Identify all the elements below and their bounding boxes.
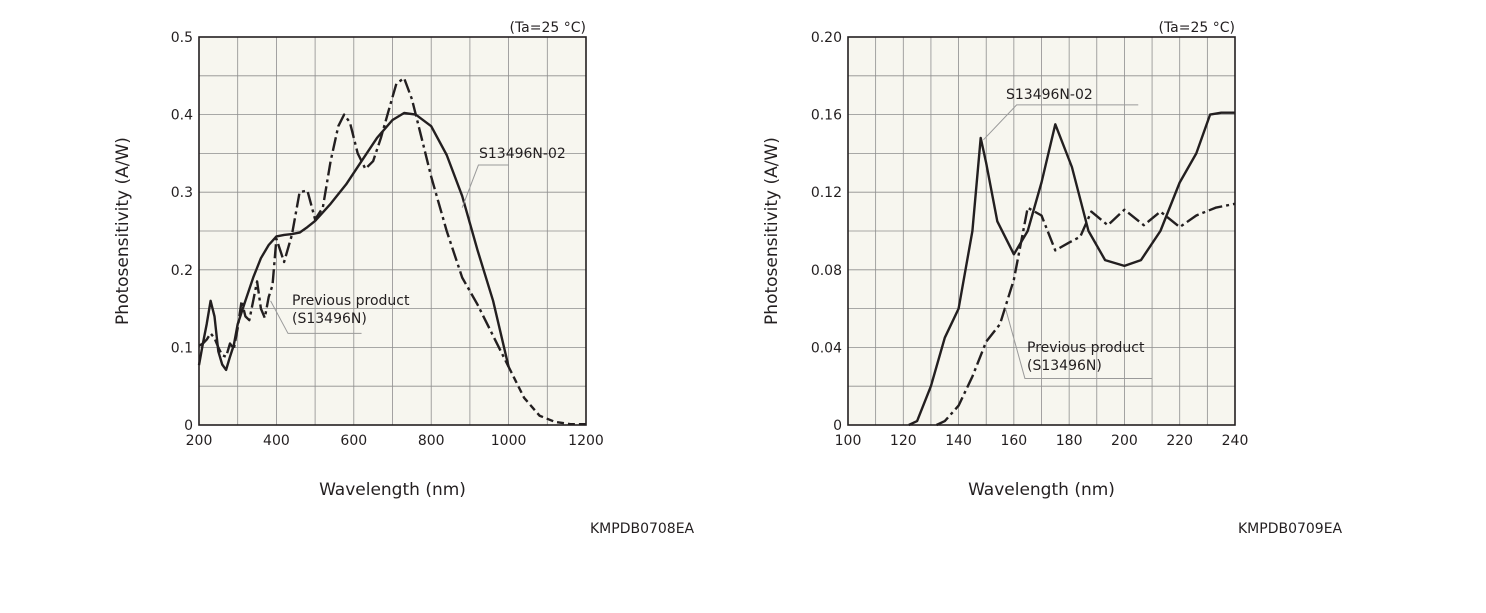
- x-tick-label: 600: [340, 433, 367, 449]
- y-axis-label: Photosensitivity (A/W): [113, 137, 133, 325]
- right-chart: 100 120 140 160 180 200 220 240 0 0.04 0.08 0.12 0.1…: [762, 20, 1249, 500]
- plot-frame: [198, 36, 587, 426]
- left-chart-panel: 200 400 600 800 1000 1200 0 0.1 0.2 0.3 0.4 0.5 Wave…: [0, 0, 720, 613]
- series-line-previous-product: [935, 202, 1236, 427]
- series-line-s13496n-02: [197, 111, 510, 372]
- y-tick-label: 0.5: [171, 30, 193, 46]
- y-tick-label: 0: [833, 418, 842, 434]
- condition-label: (Ta=25 °C): [509, 20, 586, 36]
- annotation-leader-line: [270, 300, 362, 334]
- x-tick-label: 1200: [568, 433, 604, 449]
- annotation-label: S13496N-02: [479, 146, 566, 162]
- right-chart-panel: 100 120 140 160 180 200 220 240 0 0.04 0.08 0.12 0.1…: [720, 0, 1440, 613]
- y-tick-label: 0.16: [811, 108, 842, 124]
- y-tick-label: 0.12: [811, 185, 842, 201]
- annotation-leader-line: [983, 104, 1139, 141]
- condition-label: (Ta=25 °C): [1158, 20, 1235, 36]
- annotation-label: Previous product: [292, 293, 410, 309]
- x-tick-label: 1000: [491, 433, 527, 449]
- series-line-previous-product: [198, 76, 510, 368]
- annotation-sublabel: (S13496N): [1027, 358, 1102, 374]
- x-axis-label: Wavelength (nm): [968, 480, 1115, 500]
- annotation-label: S13496N-02: [1006, 87, 1093, 103]
- x-axis-label: Wavelength (nm): [319, 480, 466, 500]
- x-tick-label: 240: [1222, 433, 1249, 449]
- x-tick-label: 200: [186, 433, 213, 449]
- y-tick-label: 0.1: [171, 340, 193, 356]
- annotation-sublabel: (S13496N): [292, 311, 367, 327]
- y-tick-label: 0: [184, 418, 193, 434]
- y-tick-label: 0.08: [811, 263, 842, 279]
- y-tick-label: 0.3: [171, 185, 193, 201]
- plot-frame: [847, 36, 1236, 426]
- x-tick-label: 100: [835, 433, 862, 449]
- x-tick-label: 400: [263, 433, 290, 449]
- figure-code: KMPDB0709EA: [1238, 521, 1343, 537]
- y-tick-label: 0.04: [811, 340, 842, 356]
- y-tick-label: 0.20: [811, 30, 842, 46]
- x-tick-label: 200: [1111, 433, 1138, 449]
- annotation-leader-line: [1005, 308, 1153, 379]
- annotation-leader-line: [461, 164, 509, 208]
- x-tick-label: 140: [945, 433, 972, 449]
- y-tick-label: 0.4: [171, 108, 193, 124]
- left-chart: 200 400 600 800 1000 1200 0 0.1 0.2 0.3 0.4 0.5 Wave…: [113, 20, 604, 500]
- x-tick-label: 800: [418, 433, 445, 449]
- annotation-label: Previous product: [1027, 340, 1145, 356]
- series-line-s13496n-02: [908, 111, 1235, 427]
- y-tick-label: 0.2: [171, 263, 193, 279]
- y-axis-label: Photosensitivity (A/W): [762, 137, 782, 325]
- x-tick-label: 160: [1000, 433, 1027, 449]
- x-tick-label: 180: [1056, 433, 1083, 449]
- x-tick-label: 220: [1166, 433, 1193, 449]
- x-tick-label: 120: [890, 433, 917, 449]
- figure-code: KMPDB0708EA: [590, 521, 695, 537]
